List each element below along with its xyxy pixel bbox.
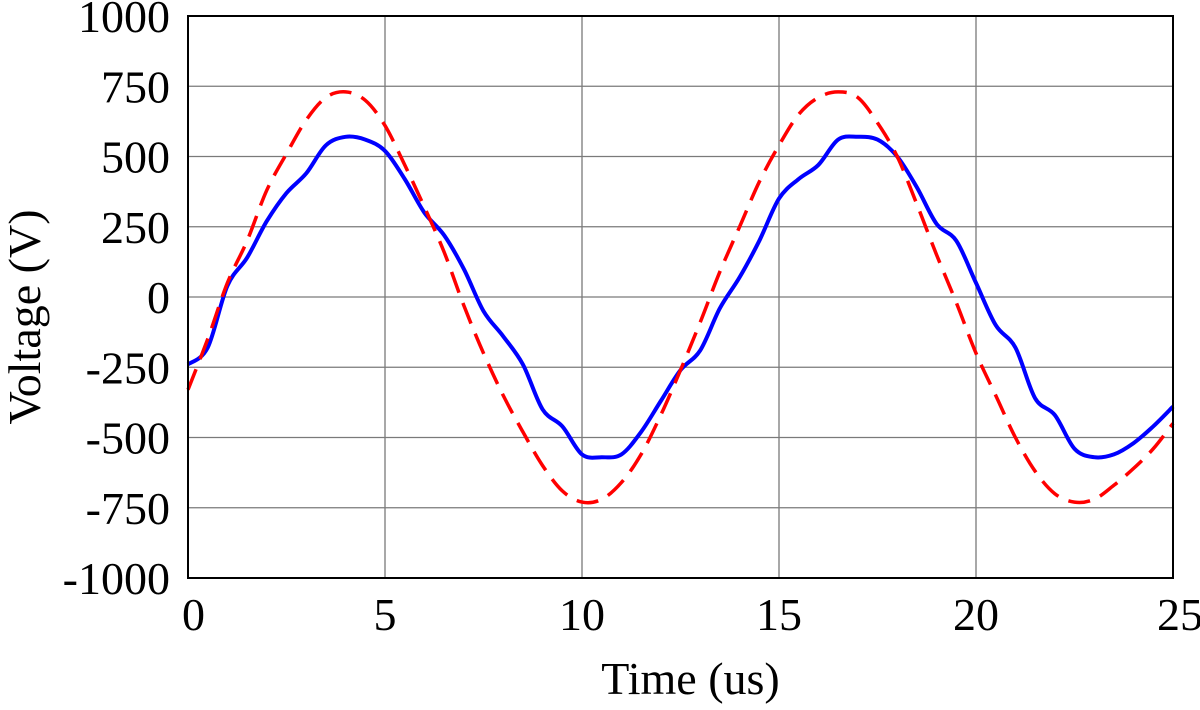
y-tick-labels: 1000 750 500 250 0 -250 -500 -750 -1000 — [63, 0, 170, 604]
y-tick-label: -1000 — [63, 553, 170, 604]
x-tick-labels: 0 5 10 15 20 25 — [182, 589, 1200, 640]
y-tick-label: 1000 — [78, 0, 170, 42]
y-axis-title: Voltage (V) — [0, 209, 50, 424]
y-tick-label: 250 — [101, 202, 170, 253]
x-axis-title: Time (us) — [601, 653, 780, 704]
series-layer — [186, 90, 1175, 505]
y-tick-label: -250 — [86, 342, 170, 393]
x-tick-label: 15 — [756, 589, 802, 640]
y-tick-label: -500 — [86, 413, 170, 464]
grid — [187, 15, 1174, 579]
x-tick-label: 0 — [182, 589, 205, 640]
x-tick-label: 5 — [374, 589, 397, 640]
plot-frame — [187, 15, 1174, 579]
y-tick-label: 500 — [101, 132, 170, 183]
y-tick-label: -750 — [86, 483, 170, 534]
series-line-dashed — [186, 90, 1175, 505]
x-tick-label: 25 — [1157, 589, 1200, 640]
y-tick-label: 750 — [101, 61, 170, 112]
y-tick-label: 0 — [147, 272, 170, 323]
x-tick-label: 20 — [953, 589, 999, 640]
x-tick-label: 10 — [559, 589, 605, 640]
